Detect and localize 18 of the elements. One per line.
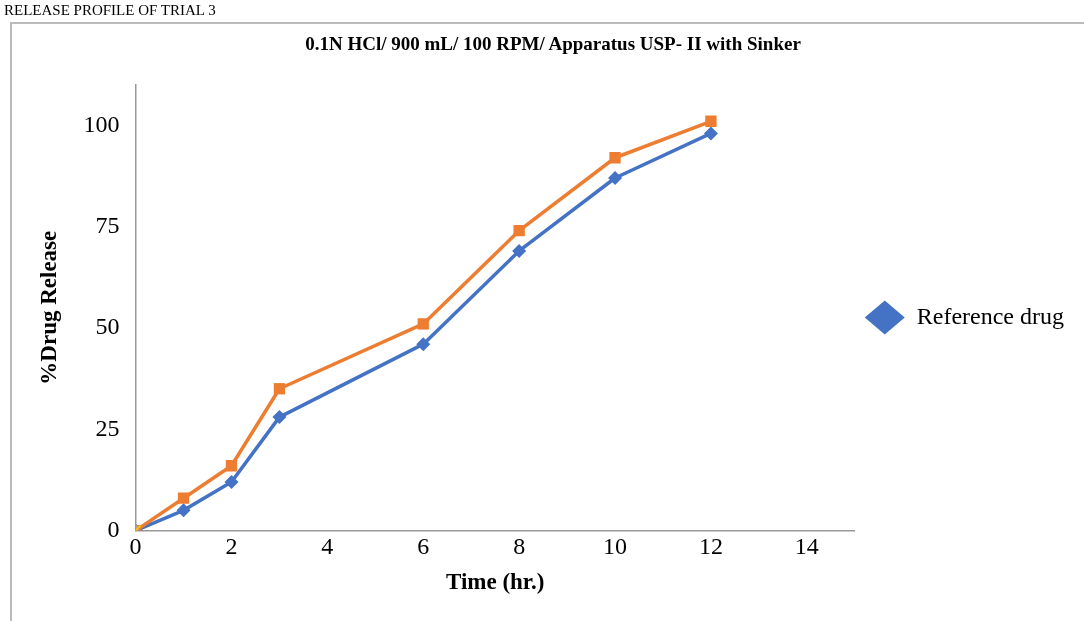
- legend-label: Reference drug: [916, 302, 1064, 329]
- x-tick-label: 2: [225, 533, 238, 560]
- y-tick-label: 0: [107, 515, 120, 542]
- x-tick-label: 8: [513, 533, 526, 560]
- y-axis-title: %Drug Release: [35, 230, 61, 385]
- y-tick-label: 100: [83, 110, 120, 137]
- chart-title: 0.1N HCl/ 900 mL/ 100 RPM/ Apparatus USP- II with Sinker: [305, 33, 802, 55]
- y-tick-label: 75: [95, 211, 120, 238]
- x-tick-label: 14: [794, 533, 819, 560]
- x-axis-title: Time (hr.): [445, 569, 545, 595]
- x-tick-label: 10: [603, 533, 628, 560]
- x-tick-label: 4: [321, 533, 334, 560]
- x-tick-label: 6: [417, 533, 430, 560]
- x-tick-label: 0: [129, 533, 142, 560]
- text: RELEASE PROFILE OF TRIAL 3: [3, 1, 217, 20]
- y-tick-label: 50: [95, 313, 120, 340]
- y-tick-label: 25: [95, 414, 120, 441]
- x-tick-label: 12: [698, 533, 723, 560]
